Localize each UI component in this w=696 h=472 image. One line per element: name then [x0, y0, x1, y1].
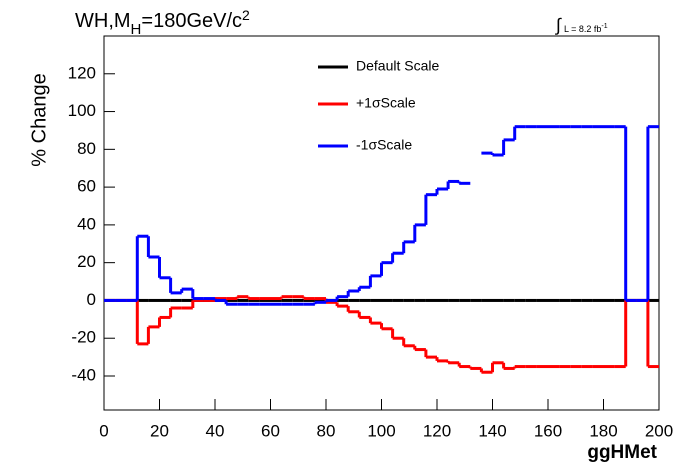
integral: ∫ — [554, 15, 562, 35]
y-tick-label: -40 — [71, 365, 96, 384]
title-sub: H — [131, 21, 142, 38]
x-tick-label: 100 — [367, 421, 395, 440]
y-tick-label: 60 — [77, 177, 96, 196]
legend-label: +1σScale — [356, 95, 416, 111]
x-tick-label: 20 — [150, 421, 169, 440]
y-tick-label: 120 — [68, 63, 96, 82]
x-tick-label: 120 — [423, 421, 451, 440]
legend-label: Default Scale — [356, 58, 439, 74]
chart-title: WH,MH=180GeV/c2 — [75, 7, 250, 38]
x-tick-label: 0 — [99, 421, 108, 440]
lumi-sup: -1 — [601, 23, 607, 30]
title-part: =180GeV/c — [141, 10, 242, 32]
x-tick-label: 160 — [534, 421, 562, 440]
y-tick-label: 80 — [77, 139, 96, 158]
title-sup: 2 — [242, 7, 250, 23]
x-tick-label: 60 — [261, 421, 280, 440]
y-axis-label: % Change — [28, 73, 50, 166]
legend-label: -1σScale — [356, 137, 412, 153]
y-tick-label: 20 — [77, 252, 96, 271]
x-tick-label: 40 — [206, 421, 225, 440]
x-tick-label: 200 — [645, 421, 673, 440]
x-axis-label: ggHMet — [587, 442, 657, 463]
y-tick-label: -20 — [71, 328, 96, 347]
y-tick-label: 0 — [87, 290, 96, 309]
title-part: WH,M — [75, 10, 131, 32]
x-tick-label: 180 — [589, 421, 617, 440]
x-tick-label: 80 — [317, 421, 336, 440]
y-tick-label: 40 — [77, 214, 96, 233]
y-tick-label: 100 — [68, 101, 96, 120]
x-tick-label: 140 — [478, 421, 506, 440]
lumi-text: L = 8.2 fb — [564, 24, 601, 34]
luminosity: ∫ L = 8.2 fb-1 — [554, 15, 608, 35]
